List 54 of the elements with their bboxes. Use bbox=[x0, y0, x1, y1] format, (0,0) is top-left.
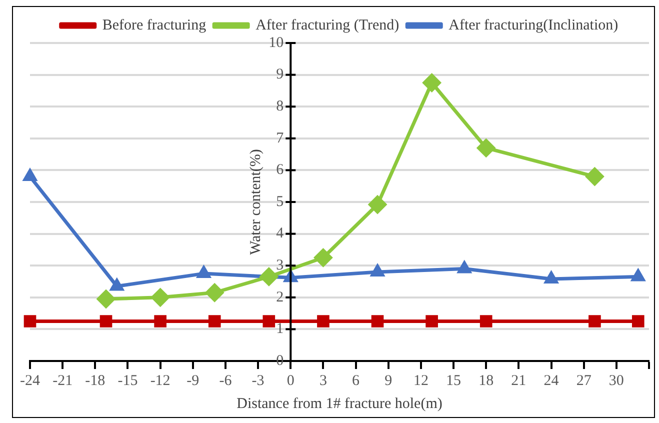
point bbox=[480, 315, 492, 328]
point bbox=[371, 315, 384, 328]
legend-label: After fracturing(Inclination) bbox=[448, 17, 618, 34]
point bbox=[205, 283, 224, 302]
x-tick-label: 3 bbox=[319, 372, 327, 389]
point bbox=[24, 315, 36, 328]
y-tick-label: 10 bbox=[268, 34, 284, 51]
x-tick-label: 18 bbox=[478, 372, 494, 389]
y-tick-label: 4 bbox=[276, 226, 284, 242]
x-tick-label: 6 bbox=[352, 372, 360, 389]
point bbox=[150, 288, 170, 307]
y-tick-label: 2 bbox=[276, 289, 284, 306]
x-tick-label: 27 bbox=[576, 372, 592, 389]
y-axis-title: Water content(%) bbox=[248, 149, 264, 255]
point bbox=[317, 315, 330, 328]
x-tick-label: 15 bbox=[446, 372, 462, 389]
y-tick-label: 8 bbox=[276, 98, 284, 115]
x-tick-label: -12 bbox=[150, 372, 170, 389]
point bbox=[100, 315, 112, 328]
point bbox=[314, 248, 333, 268]
point bbox=[632, 315, 644, 328]
y-tick-label: 1 bbox=[276, 321, 284, 338]
point bbox=[208, 315, 221, 328]
point bbox=[588, 315, 601, 328]
point bbox=[422, 73, 442, 92]
x-tick-label: -21 bbox=[52, 372, 73, 389]
y-tick-label: 6 bbox=[276, 162, 284, 178]
x-tick-label: -24 bbox=[20, 372, 40, 389]
legend-label: After fracturing (Trend) bbox=[256, 17, 400, 34]
point bbox=[368, 195, 388, 214]
x-tick-label: 24 bbox=[544, 372, 560, 389]
point bbox=[259, 267, 278, 286]
x-tick-label: 12 bbox=[413, 372, 428, 389]
y-tick-label: 5 bbox=[276, 194, 284, 210]
x-tick-label: -15 bbox=[118, 372, 138, 389]
point bbox=[585, 167, 604, 186]
x-tick-label: 21 bbox=[511, 372, 526, 389]
x-axis-title: Distance from 1# fracture hole(m) bbox=[236, 396, 442, 412]
point bbox=[154, 315, 166, 328]
x-tick-label: -9 bbox=[186, 372, 200, 389]
point bbox=[476, 138, 496, 158]
point bbox=[96, 289, 116, 308]
point bbox=[262, 315, 276, 328]
x-tick-label: 0 bbox=[286, 372, 294, 389]
x-tick-label: -3 bbox=[252, 372, 264, 389]
legend-label: Before fracturing bbox=[102, 17, 207, 34]
point bbox=[426, 315, 438, 328]
x-tick-label: 30 bbox=[608, 372, 624, 389]
y-tick-label: 3 bbox=[276, 258, 284, 274]
x-tick-label: -18 bbox=[85, 372, 106, 389]
y-tick-label: 7 bbox=[276, 130, 284, 146]
y-tick-label: 9 bbox=[276, 66, 284, 83]
x-tick-label: 9 bbox=[384, 372, 392, 389]
x-tick-label: -6 bbox=[219, 372, 232, 389]
